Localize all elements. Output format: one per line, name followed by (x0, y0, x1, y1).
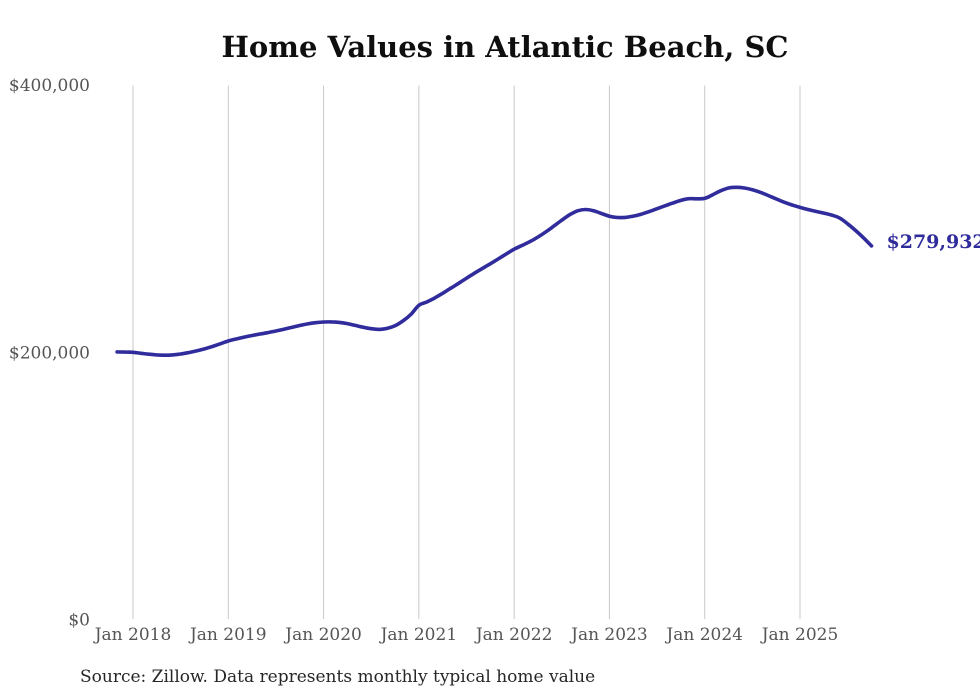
x-tick-label: Jan 2021 (379, 625, 458, 645)
x-tick-label: Jan 2018 (93, 625, 172, 645)
y-axis-labels: $0 $200,000 $400,000 (9, 76, 90, 631)
x-tick-label: Jan 2020 (283, 625, 362, 645)
source-note: Source: Zillow. Data represents monthly … (80, 667, 595, 687)
gridlines (132, 85, 801, 619)
home-value-line (115, 185, 874, 357)
y-tick-label: $400,000 (9, 76, 90, 96)
x-tick-label: Jan 2025 (760, 625, 839, 645)
x-axis-labels: Jan 2018 Jan 2019 Jan 2020 Jan 2021 Jan 2022… (93, 625, 839, 645)
x-tick-label: Jan 2023 (569, 625, 648, 645)
y-tick-label: $200,000 (9, 343, 90, 363)
x-tick-label: Jan 2024 (664, 625, 743, 645)
x-tick-label: Jan 2022 (474, 625, 553, 645)
latest-value-label: $279,932 (887, 231, 980, 253)
chart-title: Home Values in Atlantic Beach, SC (222, 30, 789, 64)
y-tick-label: $0 (68, 611, 90, 631)
x-tick-label: Jan 2019 (188, 625, 267, 645)
